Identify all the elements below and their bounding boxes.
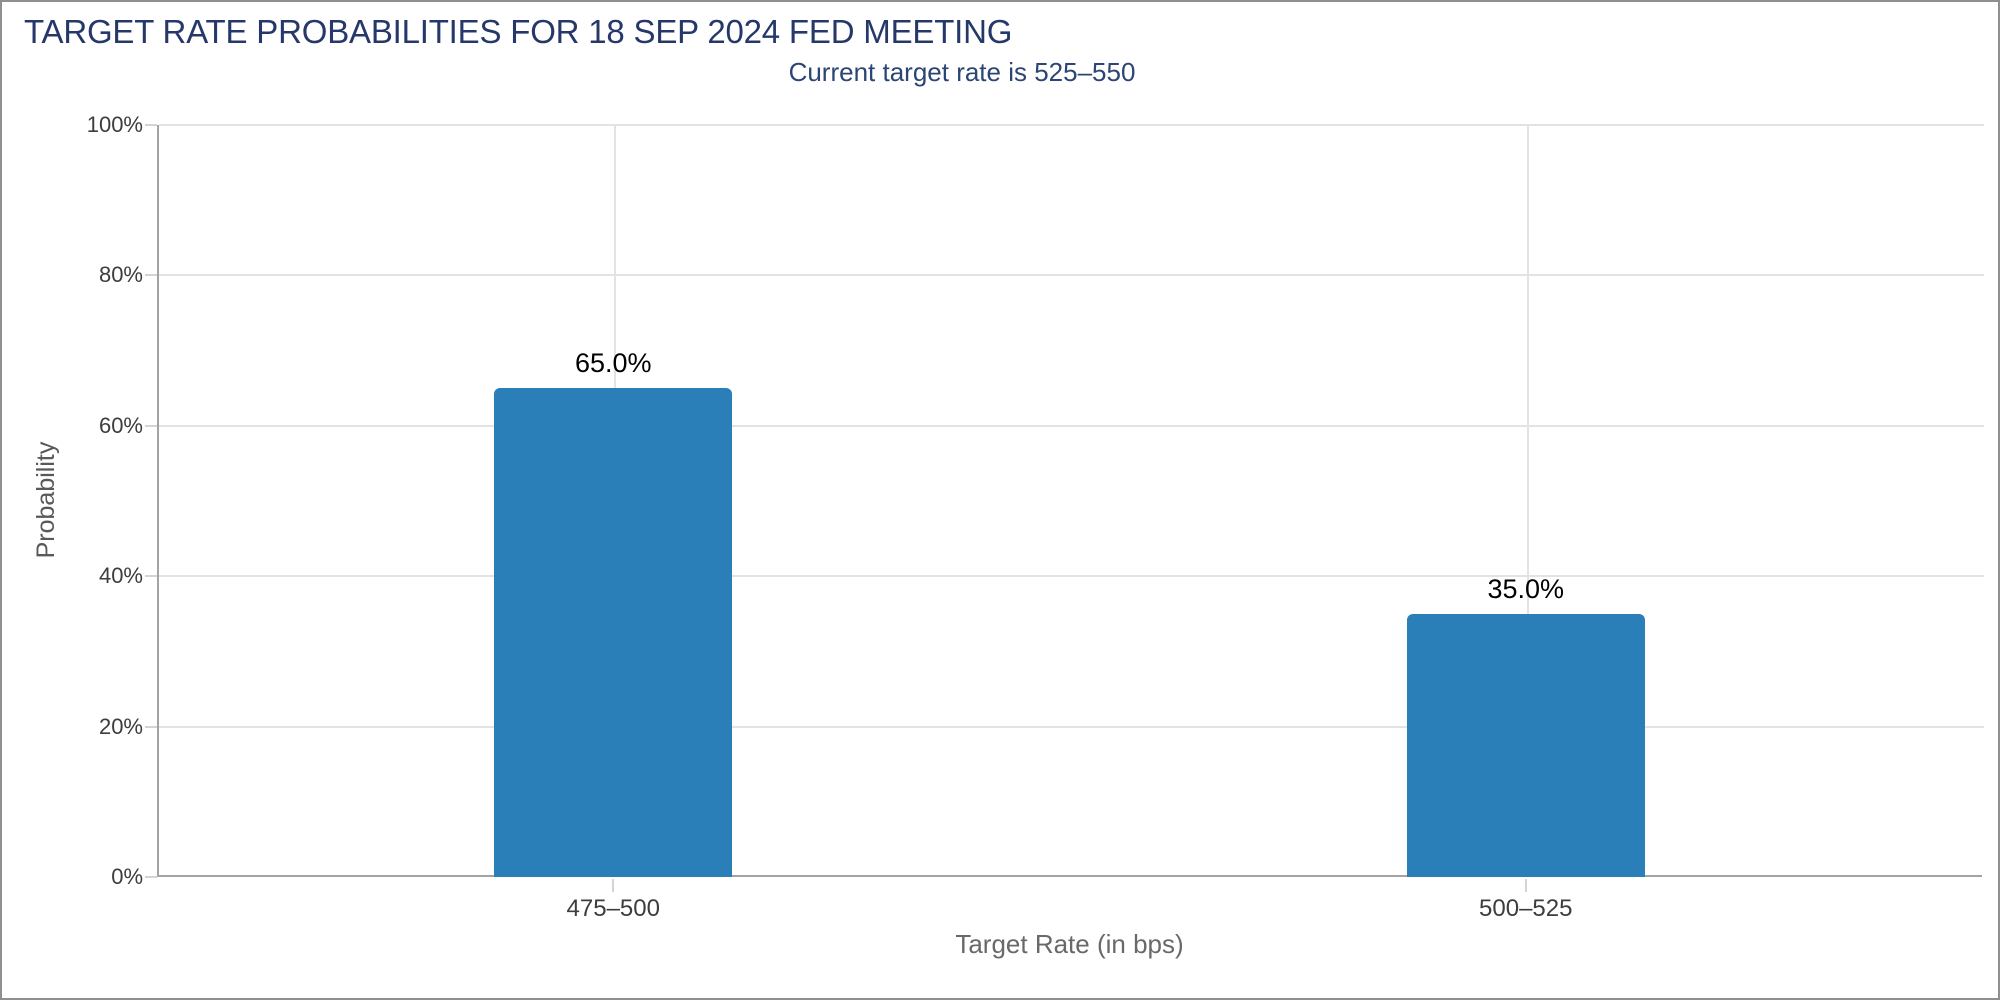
y-tick-mark [145,575,157,578]
bar-475–500 [494,388,733,877]
y-gridline [159,725,1984,728]
bar-500–525 [1406,613,1645,877]
plot-area [157,124,1984,877]
y-axis-title: Probability [32,441,60,559]
y-gridline [159,575,1984,578]
x-tick-label: 500–525 [1479,895,1573,922]
x-tick-mark [1524,879,1527,892]
bar-value-label: 35.0% [1487,573,1565,604]
x-tick-label: 475–500 [566,895,660,922]
y-tick-label: 100% [86,112,143,137]
y-gridline [159,124,1984,126]
bar-value-label: 65.0% [574,348,652,379]
y-tick-label: 20% [98,713,143,739]
y-tick-mark [145,274,157,277]
y-tick-label: 40% [98,563,143,589]
y-tick-label: 0% [111,864,143,889]
y-tick-mark [145,725,157,728]
chart-title: TARGET RATE PROBABILITIES FOR 18 SEP 202… [24,13,1013,50]
chart-subtitle: Current target rate is 525–550 [788,57,1136,87]
y-tick-mark [145,424,157,427]
y-tick-mark [145,124,157,126]
y-tick-label: 80% [98,262,143,288]
x-axis-title: Target Rate (in bps) [955,929,1184,959]
y-tick-mark [145,876,157,878]
x-tick-mark [612,879,615,892]
y-gridline [159,274,1984,277]
x-gridline [1526,125,1529,877]
y-tick-label: 60% [98,412,143,438]
y-gridline [159,424,1984,427]
